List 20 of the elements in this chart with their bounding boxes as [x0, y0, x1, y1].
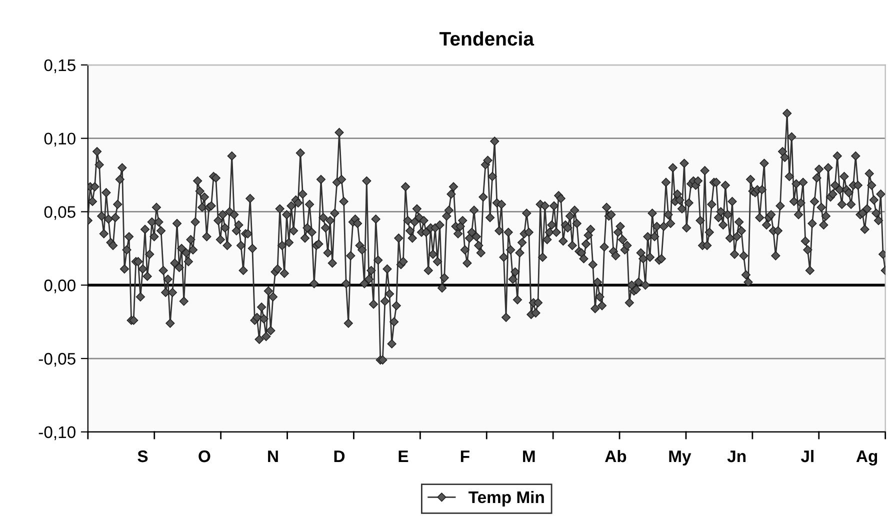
- chart-title: Tendencia: [439, 31, 534, 46]
- y-tick-label: 0,00: [44, 280, 76, 294]
- y-tick-label: 0,05: [44, 206, 76, 220]
- y-tick-label: 0,15: [44, 59, 76, 74]
- x-tick-label: Ab: [605, 450, 626, 462]
- x-tick-label: E: [398, 450, 408, 462]
- y-tick-label: 0,10: [44, 132, 76, 147]
- legend-label: Temp Min: [468, 490, 544, 506]
- x-tick-label: S: [138, 450, 148, 462]
- x-tick-label: O: [198, 450, 210, 462]
- x-tick-label: D: [334, 450, 345, 462]
- x-tick-label: Jn: [727, 450, 746, 462]
- x-tick-label: F: [460, 450, 470, 462]
- x-tick-label: Ag: [856, 450, 878, 466]
- x-tick-label: Jl: [800, 450, 814, 462]
- x-tick-label: My: [669, 450, 692, 466]
- y-tick-label: -0,05: [38, 352, 76, 367]
- x-tick-label: N: [268, 450, 278, 462]
- y-tick-label: -0,10: [38, 426, 76, 440]
- x-tick-label: M: [523, 450, 535, 462]
